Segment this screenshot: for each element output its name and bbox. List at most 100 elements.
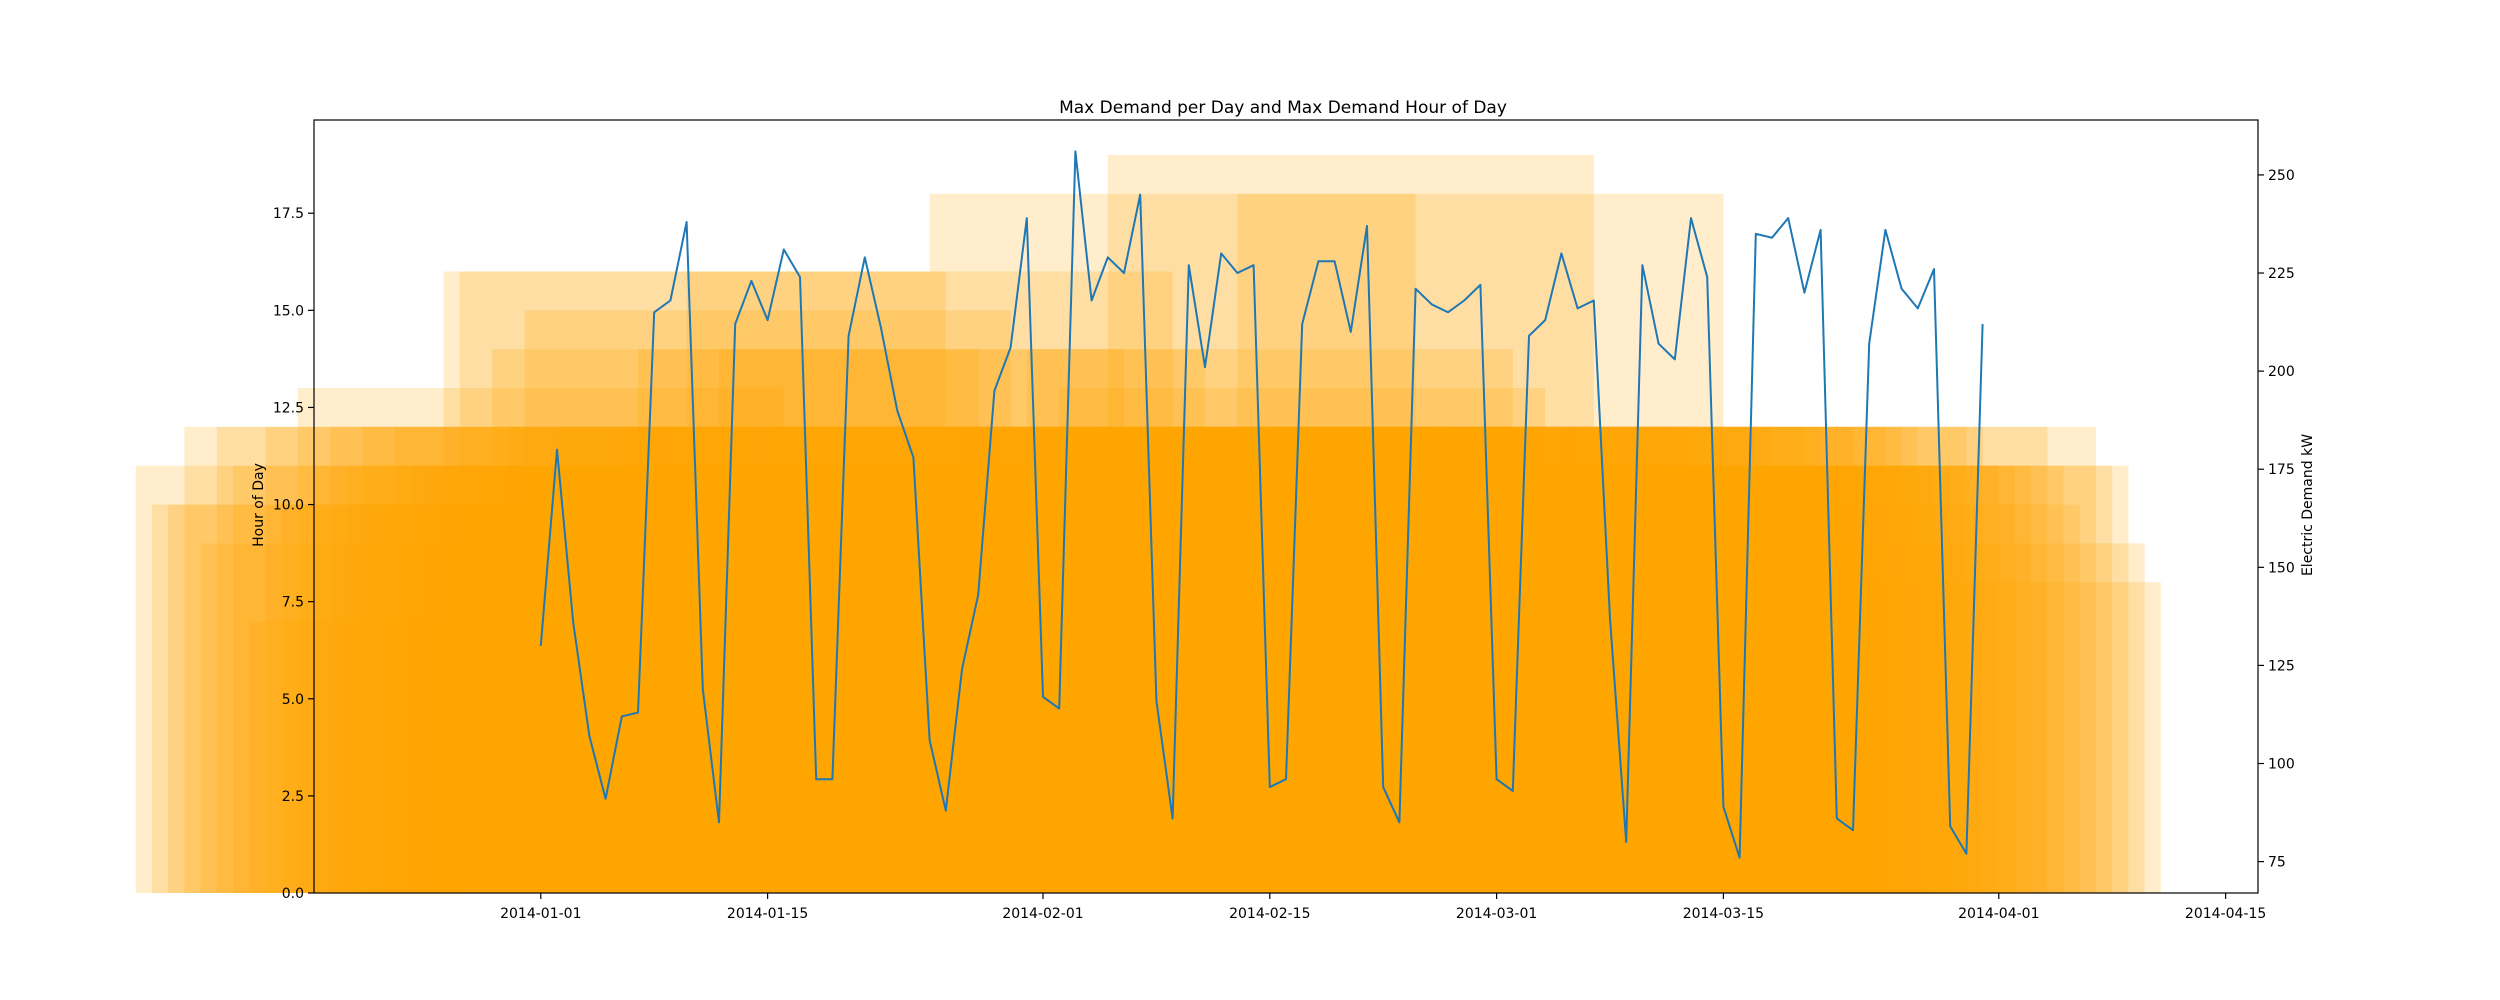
demand-line — [539, 150, 1984, 859]
y-left-tick-label: 15.0 — [273, 303, 304, 319]
hour-bar — [540, 465, 1027, 893]
hour-bar — [1399, 426, 1886, 893]
hour-bar — [1205, 426, 1691, 893]
hour-bar — [1334, 426, 1821, 893]
hour-bar — [881, 465, 1367, 893]
y-right-tick-label: 250 — [2268, 168, 2295, 184]
hour-bar — [816, 426, 1303, 893]
hour-bar — [443, 271, 930, 894]
hour-bar — [670, 465, 1157, 893]
hour-bar — [1464, 465, 1951, 893]
hour-bar — [557, 426, 1043, 893]
hour-bar — [411, 465, 898, 893]
hour-bar — [346, 465, 833, 893]
y-right-tick-label: 125 — [2268, 658, 2295, 674]
hour-bars — [135, 154, 2161, 894]
hour-bar — [1026, 349, 1513, 893]
hour-bar — [605, 465, 1092, 893]
y-right-tick-label: 225 — [2268, 266, 2295, 282]
y-right-tick-label: 100 — [2268, 757, 2295, 773]
hour-bar — [719, 349, 1205, 893]
hour-bar — [168, 504, 655, 893]
y-right-tick-label: 75 — [2268, 855, 2286, 871]
hour-bar — [135, 465, 622, 893]
y-left-tick-label: 10.0 — [273, 498, 304, 514]
hour-bar — [1043, 426, 1529, 893]
hour-bar — [945, 426, 1432, 893]
x-tick-label: 2014-02-15 — [1229, 906, 1310, 922]
hour-bar — [1593, 504, 2080, 893]
hour-bar — [1626, 465, 2113, 893]
hour-bar — [1642, 465, 2129, 893]
hour-bar — [1415, 426, 1902, 893]
hour-bar — [1253, 465, 1740, 893]
hour-bar — [1188, 426, 1675, 893]
hour-bar — [1577, 465, 2064, 893]
x-tick-label: 2014-01-01 — [500, 906, 581, 922]
hour-bar — [978, 426, 1465, 893]
chart-title: Max Demand per Day and Max Demand Hour o… — [1059, 98, 1507, 118]
hour-bar — [929, 193, 1416, 893]
hour-bar — [573, 504, 1060, 893]
hour-bar — [1480, 426, 1967, 893]
hour-bar — [783, 426, 1270, 893]
x-tick-label: 2014-02-01 — [1002, 906, 1083, 922]
hour-bar — [362, 426, 849, 893]
hour-bar — [1561, 426, 2048, 893]
hour-bar — [249, 621, 736, 893]
hour-bar — [654, 426, 1141, 893]
hour-bar — [1286, 426, 1772, 893]
x-tick-label: 2014-01-15 — [727, 906, 808, 922]
hour-bar — [330, 426, 817, 893]
x-tick-label: 2014-04-01 — [1958, 906, 2039, 922]
hour-bar — [1496, 426, 1983, 893]
hour-bar — [1269, 426, 1756, 893]
hour-bar — [864, 426, 1351, 893]
hour-bar — [216, 426, 703, 893]
y-left-tick-label: 0.0 — [282, 886, 304, 902]
y-right-tick-label: 150 — [2268, 560, 2295, 576]
y-left-tick-label: 2.5 — [282, 789, 304, 805]
hour-bar — [281, 504, 768, 893]
hour-bar — [1172, 465, 1659, 893]
hour-bar — [200, 543, 687, 893]
axes: 2014-01-01 2014-01-15 2014-02-01 2014-02-15… — [273, 119, 2295, 922]
hour-bar — [152, 504, 638, 893]
hour-bar — [832, 504, 1319, 893]
hour-bar — [1529, 465, 2015, 893]
hour-bar — [1059, 388, 1546, 893]
hour-bar — [1010, 426, 1497, 893]
hour-bar — [735, 426, 1222, 893]
x-tick-label: 2014-03-15 — [1683, 906, 1764, 922]
hour-bar — [1674, 582, 2161, 893]
hour-bar — [184, 426, 671, 893]
x-tick-label: 2014-03-01 — [1456, 906, 1537, 922]
hour-bar — [686, 271, 1173, 894]
y-left-tick-label: 17.5 — [273, 206, 304, 222]
hour-bar — [1350, 465, 1837, 893]
hour-bar — [378, 504, 865, 893]
hour-bar — [1140, 465, 1627, 893]
x-tick-label: 2014-04-15 — [2185, 906, 2266, 922]
hour-bar — [508, 426, 995, 893]
hour-bar — [1512, 465, 1999, 893]
y-axis-left-label: Hour of Day — [251, 463, 267, 547]
hour-bar — [427, 465, 914, 893]
hour-bar — [1367, 426, 1853, 893]
hour-bar — [589, 543, 1076, 893]
hour-bar — [459, 271, 946, 894]
hour-bar — [395, 426, 881, 893]
hour-bar — [848, 465, 1335, 893]
hour-bar — [1302, 465, 1789, 893]
hour-bar — [962, 426, 1448, 893]
y-left-tick-label: 7.5 — [282, 595, 304, 611]
y-right-tick-label: 200 — [2268, 364, 2295, 380]
demand-line-layer — [539, 150, 1984, 859]
hour-bar — [897, 426, 1384, 893]
y-left-tick-label: 5.0 — [282, 692, 304, 708]
hour-bar — [702, 465, 1189, 893]
plot-frame — [313, 119, 2259, 894]
y-right-tick-label: 175 — [2268, 462, 2295, 478]
hour-bar — [265, 426, 752, 893]
hour-bar — [621, 426, 1108, 893]
